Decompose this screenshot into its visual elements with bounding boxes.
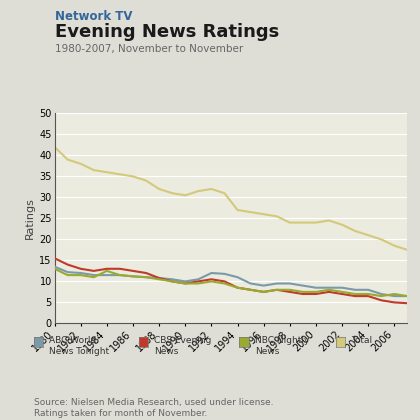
Text: 1980-2007, November to November: 1980-2007, November to November (55, 44, 243, 54)
Y-axis label: Ratings: Ratings (25, 197, 35, 239)
Text: ABC World
News Tonight: ABC World News Tonight (49, 336, 109, 356)
Text: NBC Nightly
News: NBC Nightly News (255, 336, 309, 356)
Text: Total: Total (352, 336, 373, 345)
Text: CBS Evening
News: CBS Evening News (154, 336, 212, 356)
Text: Network TV: Network TV (55, 10, 132, 24)
Text: Source: Nielsen Media Research, used under license.
Ratings taken for month of N: Source: Nielsen Media Research, used und… (34, 399, 273, 418)
Text: Evening News Ratings: Evening News Ratings (55, 23, 279, 41)
